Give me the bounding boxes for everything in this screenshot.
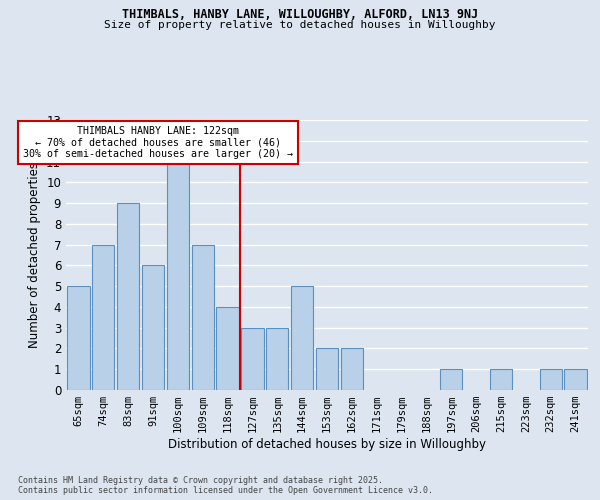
X-axis label: Distribution of detached houses by size in Willoughby: Distribution of detached houses by size … (168, 438, 486, 451)
Bar (167, 162, 189, 390)
Text: THIMBALS, HANBY LANE, WILLOUGHBY, ALFORD, LN13 9NJ: THIMBALS, HANBY LANE, WILLOUGHBY, ALFORD… (122, 8, 478, 20)
Text: Size of property relative to detached houses in Willoughby: Size of property relative to detached ho… (104, 20, 496, 30)
Y-axis label: Number of detached properties: Number of detached properties (28, 162, 41, 348)
Bar (92, 244, 115, 390)
Text: THIMBALS HANBY LANE: 122sqm
← 70% of detached houses are smaller (46)
30% of sem: THIMBALS HANBY LANE: 122sqm ← 70% of det… (23, 126, 293, 160)
Text: Contains HM Land Registry data © Crown copyright and database right 2025.
Contai: Contains HM Land Registry data © Crown c… (18, 476, 433, 495)
Bar (117, 203, 139, 390)
Bar (539, 369, 562, 390)
Bar (440, 369, 463, 390)
Bar (490, 369, 512, 390)
Bar (316, 348, 338, 390)
Bar (341, 348, 363, 390)
Bar (67, 286, 89, 390)
Bar (291, 286, 313, 390)
Bar (241, 328, 263, 390)
Bar (565, 369, 587, 390)
Bar (191, 244, 214, 390)
Bar (217, 307, 239, 390)
Bar (266, 328, 289, 390)
Bar (142, 266, 164, 390)
